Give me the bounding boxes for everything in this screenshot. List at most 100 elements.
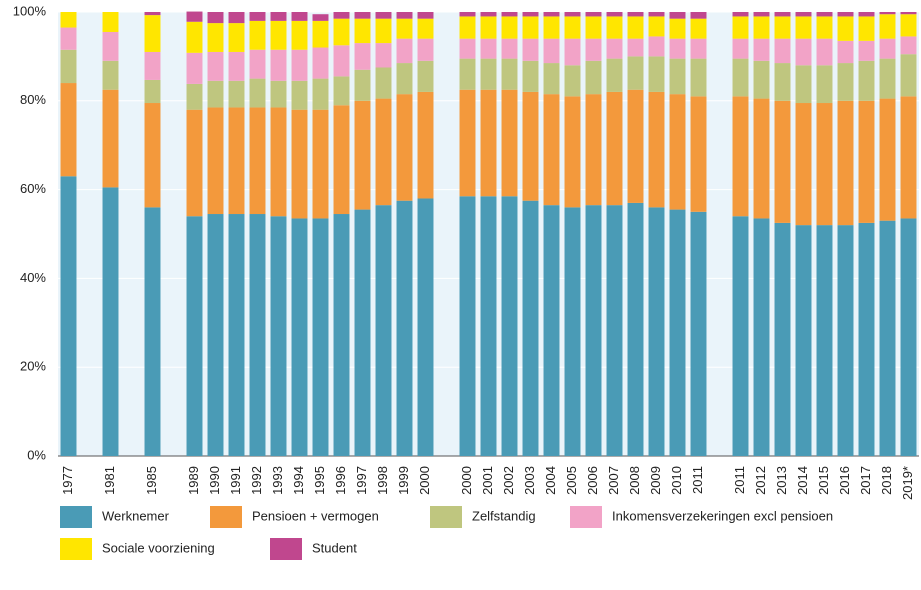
x-tick-label: 2018 [879,466,894,495]
bar-segment [858,40,875,61]
bar-segment [249,214,266,456]
x-tick-label: 2011 [732,466,747,494]
bar-segment [396,200,413,456]
bar-segment [648,91,665,208]
bar-segment [585,205,602,456]
bar-segment [858,100,875,223]
bar-segment [900,36,917,55]
bar-segment [648,56,665,92]
bar-segment [102,60,119,90]
bar-segment [837,40,854,64]
bar-segment [900,218,917,456]
bar-segment [228,107,245,215]
bar-segment [144,51,161,80]
bar-segment [249,20,266,50]
bar-segment [837,63,854,101]
bar-segment [585,94,602,206]
bar-segment [312,20,329,48]
bar-segment [102,12,119,32]
bar-segment [270,80,287,108]
bar-segment [480,58,497,90]
bar-segment [900,12,917,15]
bar-segment [858,60,875,101]
bar-segment [417,12,434,19]
bar-segment [627,16,644,39]
bar-segment [732,12,749,17]
x-tick-label: 2011 [690,466,705,494]
x-tick-label: 2016 [837,466,852,495]
bar-segment [228,51,245,81]
bar-segment [753,16,770,39]
bar-segment [60,49,77,84]
bar-segment [795,38,812,66]
bar-segment [270,20,287,50]
bar-segment [228,80,245,108]
bar-segment [669,58,686,95]
y-tick-label: 20% [20,359,46,374]
bar-segment [207,107,224,215]
bar-segment [501,38,518,59]
bar-segment [816,16,833,39]
bar-segment [375,12,392,19]
bar-segment [564,207,581,456]
x-tick-label: 2002 [501,466,516,495]
bar-segment [900,54,917,97]
bar-segment [186,21,203,53]
x-tick-label: 1993 [270,466,285,495]
bar-segment [60,176,77,456]
bar-segment [270,12,287,21]
bar-segment [459,12,476,17]
bar-segment [249,12,266,21]
bar-segment [774,100,791,223]
bar-segment [585,38,602,61]
legend-swatch [430,506,462,528]
x-tick-label: 2000 [417,466,432,495]
x-tick-label: 1994 [291,466,306,495]
bar-segment [669,38,686,59]
bar-segment [753,38,770,61]
x-tick-label: 2005 [564,466,579,495]
bar-segment [333,18,350,46]
legend-label: Student [312,540,357,555]
bar-segment [522,60,539,92]
bar-segment [354,69,371,101]
bar-segment [144,15,161,52]
bar-segment [291,109,308,219]
bar-segment [417,91,434,199]
legend-swatch [60,538,92,560]
bar-segment [144,103,161,208]
bar-segment [900,96,917,219]
bar-segment [690,38,707,59]
bar-segment [501,12,518,17]
x-tick-label: 2003 [522,466,537,495]
bar-segment [669,209,686,456]
bar-segment [690,58,707,97]
bar-segment [207,12,224,24]
bar-segment [795,16,812,39]
x-tick-label: 2001 [480,466,495,495]
bar-segment [858,222,875,456]
bar-segment [228,23,245,52]
x-tick-label: 2009 [648,466,663,495]
bar-segment [333,214,350,456]
bar-segment [207,23,224,52]
y-tick-label: 40% [20,270,46,285]
bar-segment [564,12,581,17]
bar-segment [228,214,245,456]
bar-segment [522,91,539,201]
bar-segment [312,218,329,456]
bar-segment [333,105,350,215]
bar-segment [879,98,896,221]
bar-segment [102,89,119,188]
bar-segment [606,58,623,92]
legend-label: Inkomensverzekeringen excl pensioen [612,508,833,523]
bar-segment [585,60,602,95]
bar-segment [774,222,791,456]
bar-segment [627,12,644,17]
x-tick-label: 2013 [774,466,789,495]
bar-segment [543,94,560,206]
legend-swatch [60,506,92,528]
bar-segment [207,214,224,456]
x-tick-label: 2006 [585,466,600,495]
bar-segment [312,78,329,110]
